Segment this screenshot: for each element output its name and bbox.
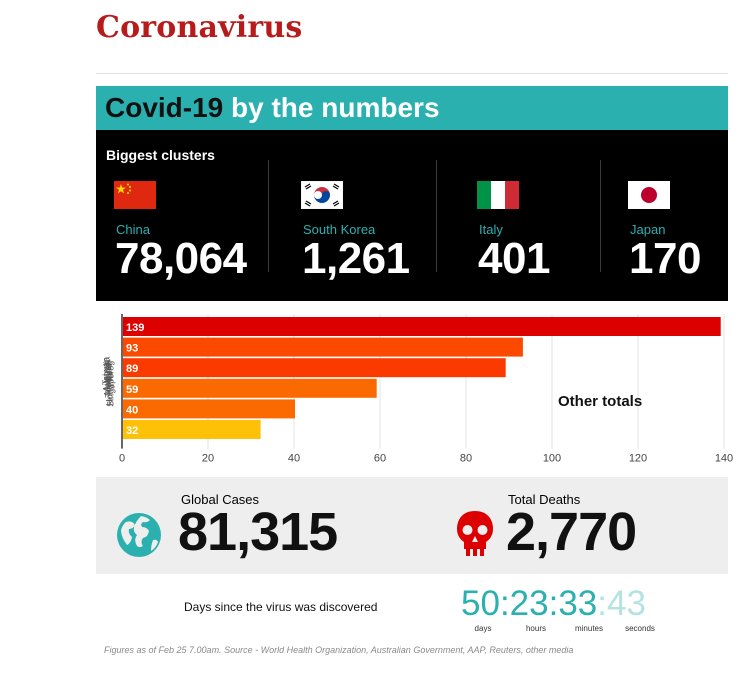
- banner-heading-dark: Covid-19: [105, 92, 224, 123]
- globe-icon: [117, 513, 161, 557]
- timer-hours: 23: [509, 584, 549, 623]
- x-tick-label: 20: [202, 453, 214, 462]
- y-category-label: Thailand: [103, 363, 113, 398]
- italy-flag-icon: [477, 181, 519, 209]
- cluster-name-china: China: [116, 222, 150, 237]
- bar-data-label: 93: [126, 343, 138, 355]
- y-category-label: Taiwan: [101, 357, 111, 385]
- other-totals-chart: 0 20 40 60 80 100 120 140 139 93 89 59 40 32 TaiwanAus…: [101, 314, 733, 462]
- cluster-name-japan: Japan: [630, 222, 666, 237]
- china-flag-icon: [114, 181, 156, 209]
- x-tick-label: 80: [460, 453, 472, 462]
- cluster-value-italy: 401: [478, 234, 550, 283]
- global-stats-panel: Global Cases 81,315 Total Deaths 2,770: [96, 477, 728, 574]
- total-deaths-label: Total Deaths: [508, 492, 581, 507]
- total-deaths-value: 2,770: [506, 502, 637, 562]
- timer-unit-seconds: seconds: [625, 624, 655, 633]
- source-footnote: Figures as of Feb 25 7.00am. Source - Wo…: [104, 645, 574, 655]
- bar: [123, 420, 261, 439]
- cluster-value-japan: 170: [629, 234, 701, 283]
- timer-separator: :: [548, 584, 559, 623]
- other-totals-title: Other totals: [558, 393, 643, 410]
- title-divider: [96, 73, 728, 74]
- elapsed-timer: 50:23:33:43: [461, 584, 646, 624]
- cluster-value-china: 78,064: [115, 234, 247, 283]
- bar-data-label: 32: [126, 425, 138, 437]
- bar-data-label: 59: [126, 384, 138, 396]
- japan-flag-icon: [628, 181, 670, 209]
- cluster-divider: [268, 160, 269, 272]
- y-category-label: Hong Kong: [104, 361, 114, 406]
- cluster-value-south-korea: 1,261: [302, 234, 410, 283]
- bar-data-label: 139: [126, 322, 144, 334]
- x-tick-label: 140: [715, 453, 733, 462]
- global-cases-label: Global Cases: [181, 492, 260, 507]
- south-korea-flag-icon: [301, 181, 343, 209]
- x-tick-label: 60: [374, 453, 386, 462]
- x-tick-label: 120: [629, 453, 647, 462]
- cluster-divider: [436, 160, 437, 272]
- y-category-label: Australia: [102, 357, 112, 392]
- y-category-label: Malaysia: [103, 360, 113, 396]
- days-since-label: Days since the virus was discovered: [184, 600, 378, 614]
- biggest-clusters-panel: Biggest clusters China 78,064 South: [96, 130, 728, 301]
- bar-data-label: 40: [126, 404, 138, 416]
- x-tick-label: 40: [288, 453, 300, 462]
- global-cases-value: 81,315: [178, 502, 338, 562]
- timer-separator: :: [597, 584, 608, 623]
- timer-unit-minutes: minutes: [574, 624, 603, 633]
- timer-days: 50: [461, 584, 500, 623]
- timer-minutes: 33: [558, 584, 598, 623]
- bar: [123, 378, 377, 398]
- timer-seconds: 43: [607, 584, 646, 623]
- timer-unit-hours: hours: [525, 624, 546, 633]
- skull-icon: [457, 511, 493, 556]
- cluster-name-italy: Italy: [479, 222, 503, 237]
- numbers-banner: Covid-19 by the numbers: [96, 86, 728, 130]
- bar: [123, 399, 295, 419]
- bar: [123, 317, 721, 336]
- bar: [123, 358, 506, 378]
- y-category-label: Singapore: [105, 366, 115, 407]
- bar: [123, 337, 523, 357]
- x-tick-label: 0: [119, 453, 125, 462]
- bar-data-label: 89: [126, 363, 138, 375]
- x-tick-label: 100: [543, 453, 561, 462]
- clusters-heading: Biggest clusters: [106, 147, 215, 163]
- cluster-divider: [600, 160, 601, 272]
- cluster-name-south-korea: South Korea: [303, 222, 376, 237]
- timer-separator: :: [499, 584, 510, 623]
- page-title: Coronavirus: [96, 10, 303, 45]
- banner-heading-light: by the numbers: [231, 92, 440, 123]
- timer-unit-days: days: [474, 624, 492, 633]
- banner-heading: Covid-19 by the numbers: [105, 92, 440, 124]
